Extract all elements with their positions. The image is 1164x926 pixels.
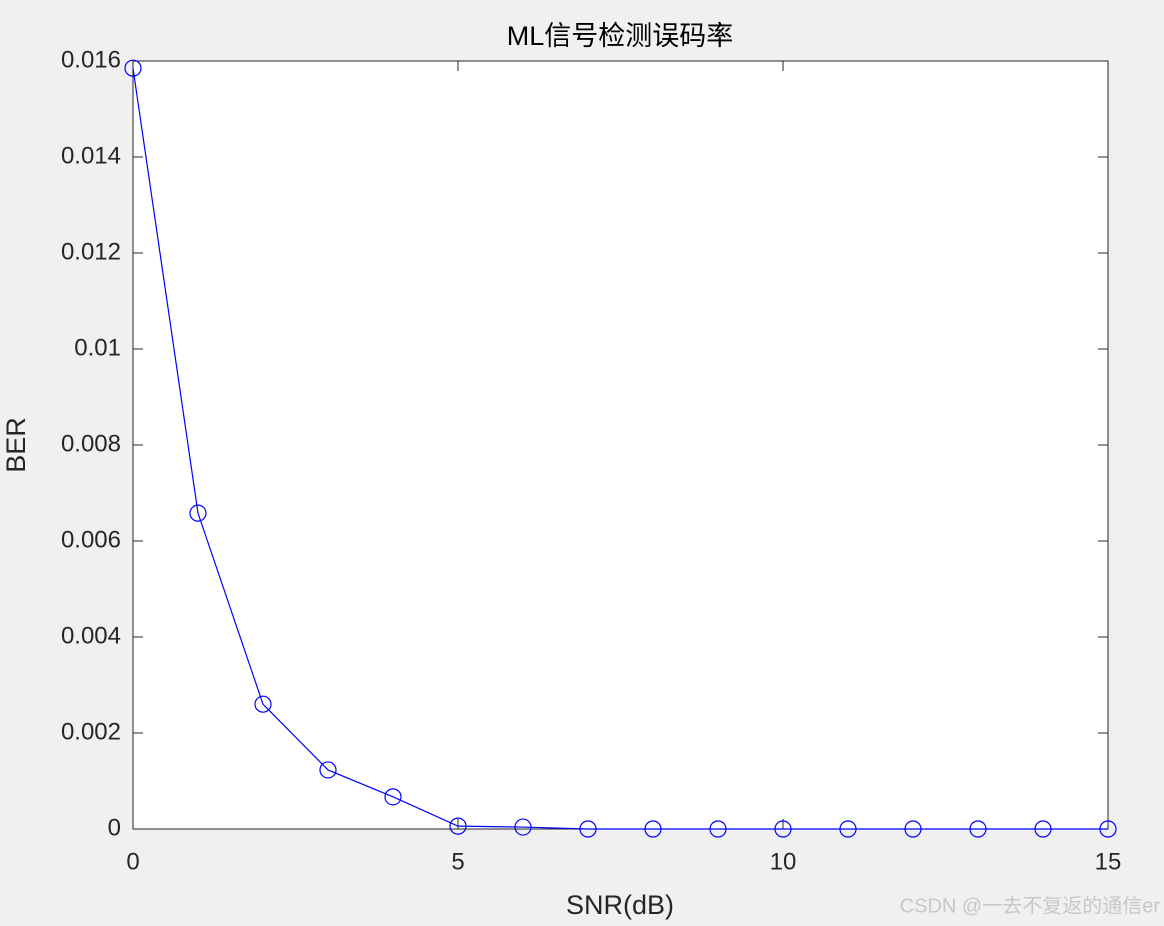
y-tick-label: 0.008: [61, 430, 121, 457]
data-point: [124, 59, 142, 77]
x-tick-label: 0: [126, 848, 139, 875]
data-point: [1099, 820, 1117, 838]
data-point: [1034, 820, 1052, 838]
data-point: [579, 820, 597, 838]
data-point: [839, 820, 857, 838]
y-tick-label: 0.016: [61, 46, 121, 73]
data-point: [774, 820, 792, 838]
watermark: CSDN @一去不复返的通信er: [900, 894, 1161, 917]
y-tick-label: 0.004: [61, 622, 121, 649]
y-tick-label: 0.01: [74, 334, 121, 361]
data-point: [514, 818, 532, 836]
y-tick-label: 0.006: [61, 526, 121, 553]
data-point: [384, 788, 402, 806]
plot-area: [132, 60, 1109, 830]
y-tick-label: 0: [108, 814, 121, 841]
series-line: [132, 68, 1108, 830]
y-tick-label: 0.002: [61, 718, 121, 745]
x-tick-label: 5: [451, 848, 464, 875]
x-tick-label: 10: [770, 848, 797, 875]
data-point: [969, 820, 987, 838]
data-point: [644, 820, 662, 838]
data-point: [904, 820, 922, 838]
data-point: [189, 504, 207, 522]
y-tick-label: 0.012: [61, 238, 121, 265]
x-axis-label: SNR(dB): [566, 890, 674, 920]
data-point: [709, 820, 727, 838]
y-tick-label: 0.014: [61, 142, 121, 169]
x-tick-label: 15: [1095, 848, 1122, 875]
y-axis-label: BER: [1, 417, 31, 473]
data-point: [254, 695, 272, 713]
data-point: [449, 817, 467, 835]
chart-title: ML信号检测误码率: [507, 21, 734, 51]
data-point: [319, 761, 337, 779]
